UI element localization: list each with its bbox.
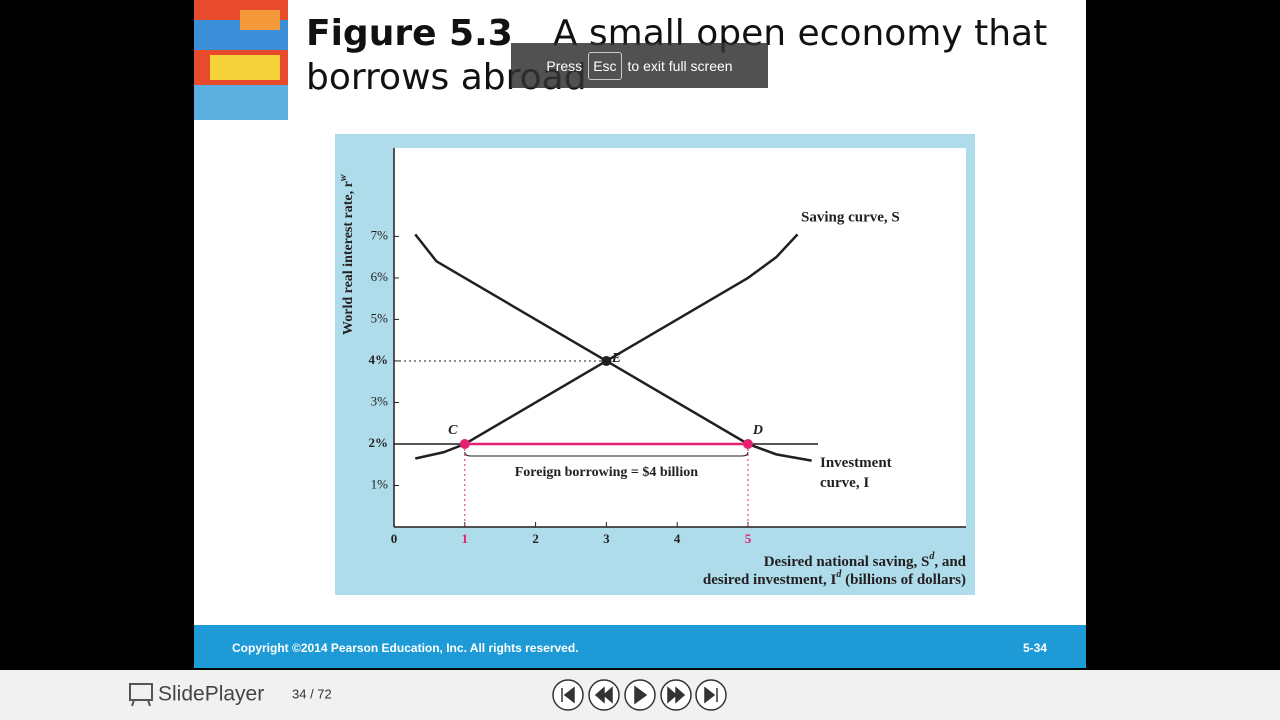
x-tick-label: 3 <box>603 531 610 546</box>
x-tick-label: 0 <box>391 531 398 546</box>
point-label: E <box>611 351 621 366</box>
point <box>601 355 612 366</box>
x-axis-label-sup: d <box>929 551 935 562</box>
x-axis-label-tail: , and <box>934 554 966 570</box>
x-tick-label: 1 <box>462 531 469 546</box>
notice-text: Press <box>546 57 583 74</box>
y-tick-label: 3% <box>371 393 389 408</box>
slide-image <box>194 0 288 120</box>
x-axis-label-sup: d <box>836 569 842 580</box>
last-button[interactable] <box>695 679 727 711</box>
next-button[interactable] <box>660 679 692 711</box>
point-label: D <box>752 423 763 438</box>
plot-area <box>394 148 966 527</box>
prev-button[interactable] <box>588 679 620 711</box>
first-button[interactable] <box>552 679 584 711</box>
y-tick-label: 5% <box>371 310 389 325</box>
x-tick-label: 2 <box>532 531 539 546</box>
notice-text: to exit full screen <box>627 57 733 74</box>
point <box>459 438 470 449</box>
point <box>742 438 753 449</box>
notice-key: Esc <box>588 51 622 80</box>
y-tick-label: 2% <box>369 435 389 450</box>
page-indicator: 34 / 72 <box>292 686 332 701</box>
figure-number: Figure 5.3 <box>306 13 513 54</box>
copyright: Copyright ©2014 Pearson Education, Inc. … <box>232 641 579 655</box>
annotation: Foreign borrowing = $4 billion <box>515 465 698 480</box>
x-tick-label: 5 <box>745 531 752 546</box>
y-tick-label: 4% <box>369 352 389 367</box>
x-axis-label-tail: (billions of dollars) <box>841 572 966 588</box>
y-tick-label: 6% <box>371 269 389 284</box>
x-axis-label-text: desired investment, I <box>703 572 837 588</box>
series-label: Saving curve, S <box>801 209 900 225</box>
y-tick-label: 1% <box>371 476 389 491</box>
y-tick-label: 7% <box>371 227 389 242</box>
x-axis-label-text: Desired national saving, S <box>764 554 930 570</box>
play-button[interactable] <box>624 679 656 711</box>
point-label: C <box>448 423 458 438</box>
y-axis-label-text: World real interest rate, r <box>341 181 356 335</box>
fullscreen-notice: Press Esc to exit full screen <box>511 43 768 88</box>
brand-logo <box>129 683 153 707</box>
y-axis-label-sup: w <box>338 174 349 181</box>
footer-bar <box>194 625 1086 668</box>
series-label: Investment curve, I <box>820 455 892 491</box>
y-axis-label: World real interest rate, rw <box>338 174 356 335</box>
slide-number: 5-34 <box>1023 641 1047 655</box>
brace <box>464 451 749 457</box>
x-tick-label: 4 <box>674 531 681 546</box>
x-axis-label: desired investment, Id (billions of doll… <box>703 569 966 588</box>
brand: SlidePlayer <box>158 683 264 706</box>
x-axis-label: Desired national saving, Sd, and <box>764 551 967 570</box>
